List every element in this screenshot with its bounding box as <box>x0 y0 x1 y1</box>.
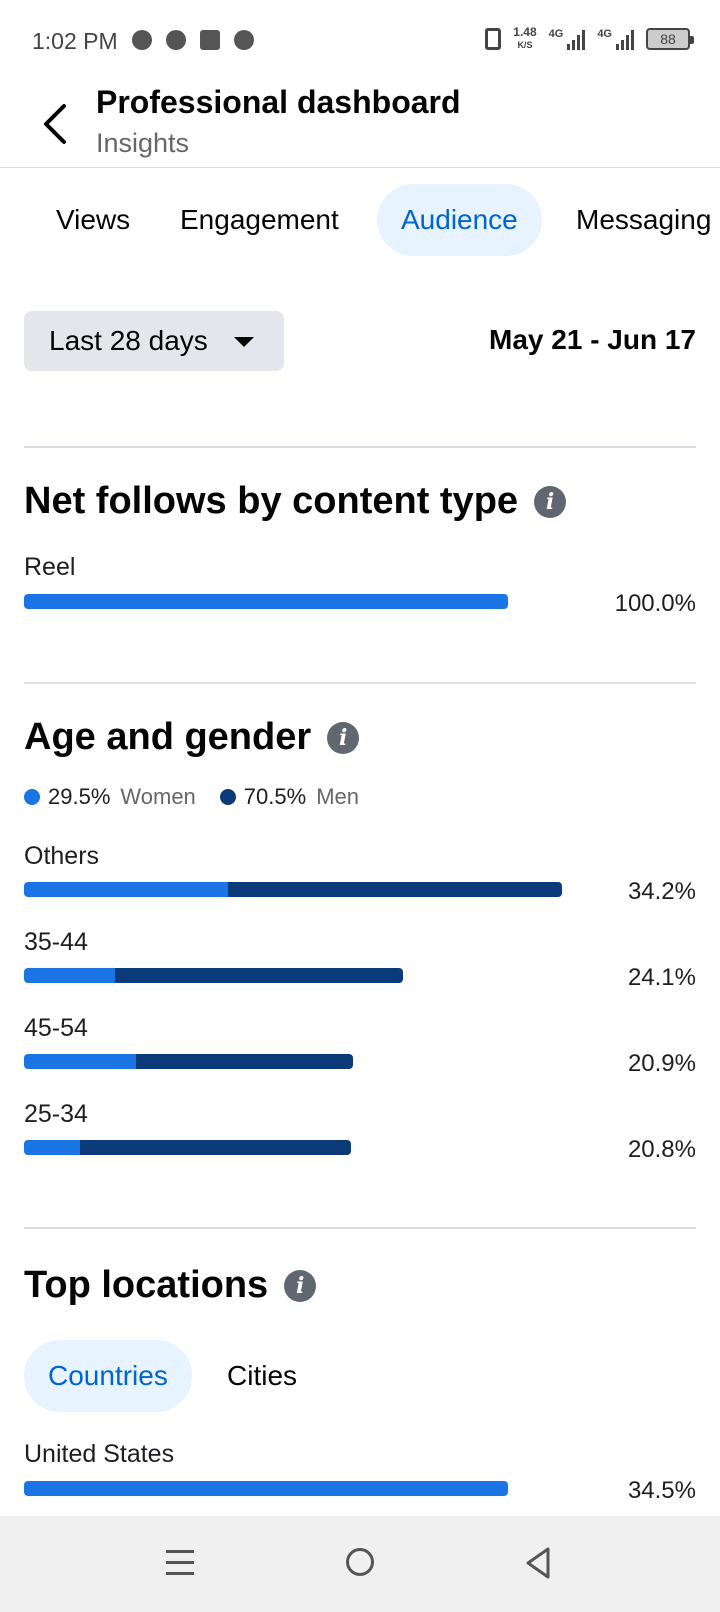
legend-men: 70.5% Men <box>219 784 359 810</box>
net-follows-section-title: Net follows by content type i <box>24 480 567 523</box>
page-header: Professional dashboard Insights <box>0 80 720 168</box>
age-row-label: 35-44 <box>24 928 88 956</box>
age-row-label: Others <box>24 842 100 870</box>
page-subtitle: Insights <box>96 128 190 158</box>
net-follows-row-value: 100.0% <box>614 590 696 617</box>
signal-icon-sim2: 4G <box>597 28 634 50</box>
system-nav-bar <box>0 1516 720 1612</box>
status-bar: 1:02 PM 1.48 K/S 4G 4G 88 <box>0 0 720 80</box>
nav-back-icon[interactable] <box>524 1546 554 1580</box>
age-row-value: 20.9% <box>627 1050 696 1077</box>
tab-bar: Views Engagement Audience Messaging <box>0 184 720 256</box>
age-row-value: 34.2% <box>627 878 696 905</box>
recent-apps-icon[interactable] <box>166 1550 194 1576</box>
battery-icon: 88 <box>646 27 694 50</box>
date-range-text: May 21 - Jun 17 <box>489 324 696 355</box>
chip-countries[interactable]: Countries <box>24 1340 192 1412</box>
tab-audience[interactable]: Audience <box>377 184 542 256</box>
legend-women: 29.5% Women <box>24 784 196 810</box>
men-segment <box>135 1054 353 1069</box>
facebook-icon <box>200 30 220 50</box>
chip-cities[interactable]: Cities <box>227 1360 298 1391</box>
tab-messaging[interactable]: Messaging <box>576 204 712 235</box>
net-follows-row-label: Reel <box>24 553 76 581</box>
status-time: 1:02 PM <box>32 28 118 54</box>
caret-down-icon <box>234 337 254 347</box>
women-dot-icon <box>24 789 40 805</box>
age-row-label: 25-34 <box>24 1100 88 1128</box>
info-icon[interactable]: i <box>534 485 567 518</box>
women-segment <box>24 1054 136 1069</box>
whatsapp-icon <box>234 30 254 50</box>
age-gender-section-title: Age and gender i <box>24 716 360 759</box>
section-divider <box>24 1227 696 1229</box>
men-dot-icon <box>219 789 236 805</box>
age-row-label: 45-54 <box>24 1014 88 1042</box>
top-locations-section-title: Top locations i <box>24 1264 317 1307</box>
location-row-value: 34.5% <box>627 1477 696 1504</box>
age-row-value: 24.1% <box>627 964 696 991</box>
age-gender-bar <box>24 968 403 983</box>
net-follows-bar <box>24 594 508 609</box>
home-icon[interactable] <box>346 1548 374 1576</box>
age-gender-bar <box>24 1140 351 1155</box>
women-segment <box>24 968 115 983</box>
women-segment <box>24 882 229 897</box>
back-arrow-icon[interactable] <box>38 102 74 146</box>
section-divider <box>24 682 696 684</box>
age-gender-bar <box>24 1054 353 1069</box>
men-segment <box>228 882 562 897</box>
age-row-value: 20.8% <box>627 1136 696 1163</box>
tab-views[interactable]: Views <box>56 204 131 235</box>
section-divider <box>24 446 696 448</box>
vibrate-icon <box>485 27 502 50</box>
messenger-icon <box>132 30 152 50</box>
age-gender-legend: 29.5% Women 70.5% Men <box>24 784 383 810</box>
date-range-dropdown[interactable]: Last 28 days <box>24 311 284 371</box>
men-segment <box>79 1140 351 1155</box>
page-title: Professional dashboard <box>96 84 461 120</box>
men-segment <box>114 968 403 983</box>
info-icon[interactable]: i <box>327 721 360 754</box>
women-segment <box>24 1140 80 1155</box>
tab-engagement[interactable]: Engagement <box>180 204 339 235</box>
date-range-label: Last 28 days <box>49 325 208 356</box>
age-gender-bar <box>24 882 562 897</box>
system-icons: 1.48 K/S 4G 4G 88 <box>485 25 694 51</box>
chat-icon <box>166 30 186 50</box>
network-speed: 1.48 K/S <box>513 25 537 50</box>
signal-icon-sim1: 4G <box>549 28 586 50</box>
notification-icons <box>132 30 254 50</box>
location-bar <box>24 1481 508 1496</box>
info-icon[interactable]: i <box>284 1269 317 1302</box>
location-row-label: United States <box>24 1440 175 1468</box>
